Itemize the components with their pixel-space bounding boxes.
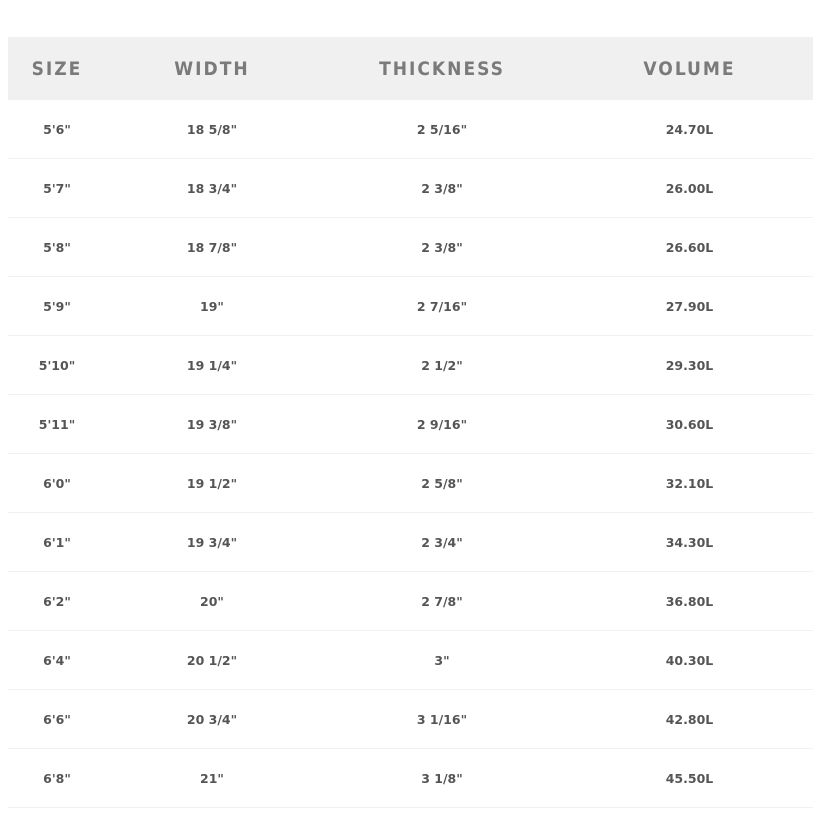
table-cell: 2 3/4"	[318, 512, 566, 572]
table-cell: 19 1/4"	[106, 335, 318, 395]
table-cell: 20"	[106, 571, 318, 631]
table-cell: 3 1/16"	[318, 689, 566, 749]
table-cell: 2 7/8"	[318, 571, 566, 631]
size-table: SIZE WIDTH THICKNESS VOLUME 5'6" 18 5/8" 2 5/…	[8, 37, 813, 808]
table-cell: 19 1/2"	[106, 453, 318, 513]
table-row: 5'8" 18 7/8" 2 3/8" 26.60L	[8, 217, 813, 277]
table-cell: 5'11"	[8, 394, 106, 454]
size-table-container: SIZE WIDTH THICKNESS VOLUME 5'6" 18 5/8" 2 5/…	[8, 37, 813, 808]
table-cell: 6'6"	[8, 689, 106, 749]
table-cell: 18 5/8"	[106, 100, 318, 159]
table-row: 5'9" 19" 2 7/16" 27.90L	[8, 276, 813, 336]
table-cell: 3 1/8"	[318, 748, 566, 808]
table-cell: 29.30L	[566, 335, 813, 395]
table-cell: 2 7/16"	[318, 276, 566, 336]
table-cell: 2 1/2"	[318, 335, 566, 395]
table-cell: 27.90L	[566, 276, 813, 336]
table-cell: 2 3/8"	[318, 217, 566, 277]
table-cell: 2 9/16"	[318, 394, 566, 454]
table-row: 5'11" 19 3/8" 2 9/16" 30.60L	[8, 394, 813, 454]
table-cell: 19 3/4"	[106, 512, 318, 572]
table-cell: 6'4"	[8, 630, 106, 690]
table-cell: 6'8"	[8, 748, 106, 808]
table-cell: 42.80L	[566, 689, 813, 749]
table-cell: 20 1/2"	[106, 630, 318, 690]
header-row: SIZE WIDTH THICKNESS VOLUME	[8, 37, 813, 100]
table-cell: 30.60L	[566, 394, 813, 454]
table-cell: 19 3/8"	[106, 394, 318, 454]
table-cell: 40.30L	[566, 630, 813, 690]
table-cell: 24.70L	[566, 100, 813, 159]
table-cell: 18 3/4"	[106, 158, 318, 218]
table-row: 5'10" 19 1/4" 2 1/2" 29.30L	[8, 335, 813, 395]
table-cell: 45.50L	[566, 748, 813, 808]
table-cell: 5'8"	[8, 217, 106, 277]
table-row: 6'8" 21" 3 1/8" 45.50L	[8, 748, 813, 808]
table-cell: 5'10"	[8, 335, 106, 395]
table-cell: 20 3/4"	[106, 689, 318, 749]
column-header: THICKNESS	[318, 37, 566, 100]
table-cell: 21"	[106, 748, 318, 808]
column-header: VOLUME	[566, 37, 813, 100]
table-cell: 26.60L	[566, 217, 813, 277]
table-cell: 5'7"	[8, 158, 106, 218]
table-row: 6'2" 20" 2 7/8" 36.80L	[8, 571, 813, 631]
table-body: 5'6" 18 5/8" 2 5/16" 24.70L 5'7" 18 3/4" 2 3/8…	[8, 100, 813, 808]
table-cell: 6'1"	[8, 512, 106, 572]
table-row: 6'4" 20 1/2" 3" 40.30L	[8, 630, 813, 690]
table-cell: 3"	[318, 630, 566, 690]
table-cell: 32.10L	[566, 453, 813, 513]
table-row: 6'6" 20 3/4" 3 1/16" 42.80L	[8, 689, 813, 749]
table-cell: 2 5/8"	[318, 453, 566, 513]
table-cell: 6'0"	[8, 453, 106, 513]
table-row: 5'6" 18 5/8" 2 5/16" 24.70L	[8, 100, 813, 159]
table-cell: 2 3/8"	[318, 158, 566, 218]
table-row: 6'1" 19 3/4" 2 3/4" 34.30L	[8, 512, 813, 572]
table-cell: 6'2"	[8, 571, 106, 631]
table-cell: 34.30L	[566, 512, 813, 572]
table-cell: 26.00L	[566, 158, 813, 218]
table-cell: 18 7/8"	[106, 217, 318, 277]
column-header: SIZE	[8, 37, 106, 100]
table-cell: 2 5/16"	[318, 100, 566, 159]
table-row: 5'7" 18 3/4" 2 3/8" 26.00L	[8, 158, 813, 218]
table-cell: 36.80L	[566, 571, 813, 631]
table-cell: 19"	[106, 276, 318, 336]
table-cell: 5'6"	[8, 100, 106, 159]
table-cell: 5'9"	[8, 276, 106, 336]
column-header: WIDTH	[106, 37, 318, 100]
table-row: 6'0" 19 1/2" 2 5/8" 32.10L	[8, 453, 813, 513]
